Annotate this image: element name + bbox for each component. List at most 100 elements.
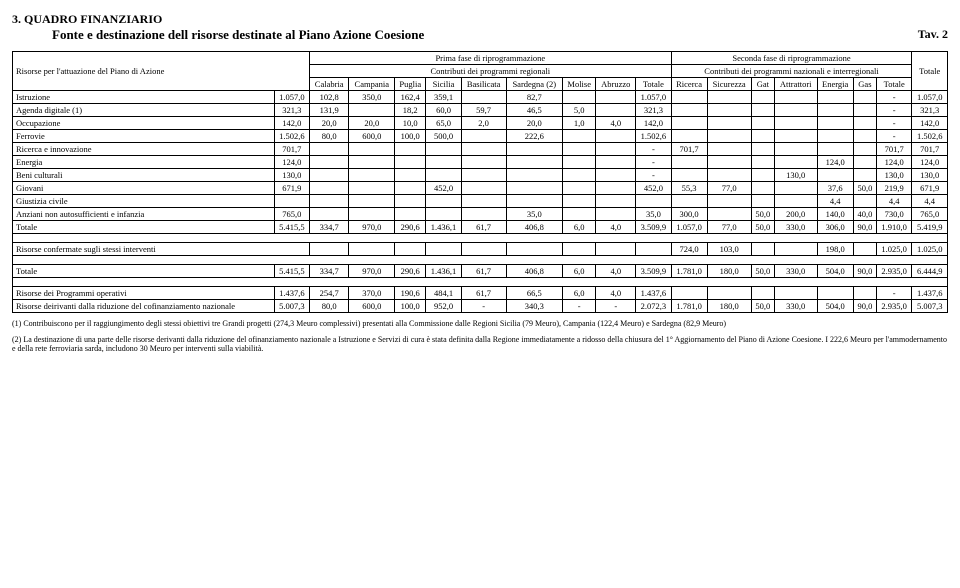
cell: 701,7 [876,143,911,156]
cell: 222,6 [506,130,563,143]
cell: 80,0 [310,130,349,143]
cell: 59,7 [461,104,506,117]
cell: 4,0 [596,221,636,234]
cell [817,117,853,130]
cell: 40,0 [853,208,876,221]
row-label: Energia [13,156,275,169]
cell [349,169,395,182]
cell: 130,0 [274,169,309,182]
cell [853,130,876,143]
cell [774,143,817,156]
header-prima-fase: Prima fase di riprogrammazione [310,52,672,65]
cell [274,195,309,208]
cell [395,156,426,169]
financial-table: Risorse per l'attuazione del Piano di Az… [12,51,948,313]
cell [426,195,461,208]
footnote-1: (1) Contribuiscono per il raggiungimento… [12,319,948,329]
cell: 500,0 [426,130,461,143]
cell: 35,0 [506,208,563,221]
row-label: Occupazione [13,117,275,130]
cell: 1.502,6 [912,130,948,143]
cell [310,208,349,221]
cell: 340,3 [506,300,563,313]
cell: 6.444,9 [912,265,948,278]
cell: 1.057,0 [274,91,309,104]
row-label: Istruzione [13,91,275,104]
cell: 5.415,5 [274,265,309,278]
cell: 1.437,6 [636,287,671,300]
col-molise: Molise [563,78,596,91]
cell [563,195,596,208]
cell: 1.437,6 [912,287,948,300]
cell: 4,0 [596,287,636,300]
cell [774,156,817,169]
cell [817,143,853,156]
cell: 334,7 [310,221,349,234]
cell [426,169,461,182]
cell: 124,0 [876,156,911,169]
cell: 50,0 [751,221,774,234]
cell: 406,8 [506,221,563,234]
cell [751,169,774,182]
cell: 1.057,0 [636,91,671,104]
cell: 1.437,6 [274,287,309,300]
cell [707,91,751,104]
cell [817,91,853,104]
header-totale-final: Totale [912,52,948,91]
cell: 300,0 [671,208,707,221]
cell [310,143,349,156]
cell: 5,0 [563,104,596,117]
cell [853,243,876,256]
cell: 180,0 [707,265,751,278]
cell: 970,0 [349,221,395,234]
cell: 1.057,0 [912,91,948,104]
cell: 1.781,0 [671,300,707,313]
tav-label: Tav. 2 [918,27,948,42]
cell: - [636,156,671,169]
cell [596,195,636,208]
cell [636,195,671,208]
totale2-label: Totale [13,265,275,278]
cell [707,143,751,156]
cell: 4,4 [817,195,853,208]
cell [563,156,596,169]
cell: 330,0 [774,300,817,313]
cell [751,117,774,130]
table-row: Ferrovie1.502,680,0600,0100,0500,0222,61… [13,130,948,143]
cell: 701,7 [671,143,707,156]
col-totale-naz: Totale [876,78,911,91]
cell [774,117,817,130]
cell [461,156,506,169]
cell: - [876,104,911,117]
cell [671,104,707,117]
cell: 290,6 [395,221,426,234]
cell: 952,0 [426,300,461,313]
cell: 5.419,9 [912,221,948,234]
cell: 200,0 [774,208,817,221]
cell [853,104,876,117]
cell: 504,0 [817,265,853,278]
cell: 130,0 [876,169,911,182]
cell: 190,6 [395,287,426,300]
header-seconda-fase: Seconda fase di riprogrammazione [671,52,912,65]
cell: 90,0 [853,300,876,313]
cell: 142,0 [274,117,309,130]
cell [461,182,506,195]
cell: 4,0 [596,117,636,130]
cell: 50,0 [853,182,876,195]
cell: 701,7 [912,143,948,156]
cell: 306,0 [817,221,853,234]
cell [774,130,817,143]
cell: 600,0 [349,130,395,143]
cell: 1.025,0 [912,243,948,256]
cell [707,208,751,221]
cell: 254,7 [310,287,349,300]
table-row: Giovani671,9452,0452,055,377,037,650,021… [13,182,948,195]
cell: 142,0 [636,117,671,130]
cell: 2.072,3 [636,300,671,313]
cell [563,91,596,104]
cell [395,182,426,195]
cell [774,91,817,104]
col-abruzzo: Abruzzo [596,78,636,91]
cell: - [876,130,911,143]
